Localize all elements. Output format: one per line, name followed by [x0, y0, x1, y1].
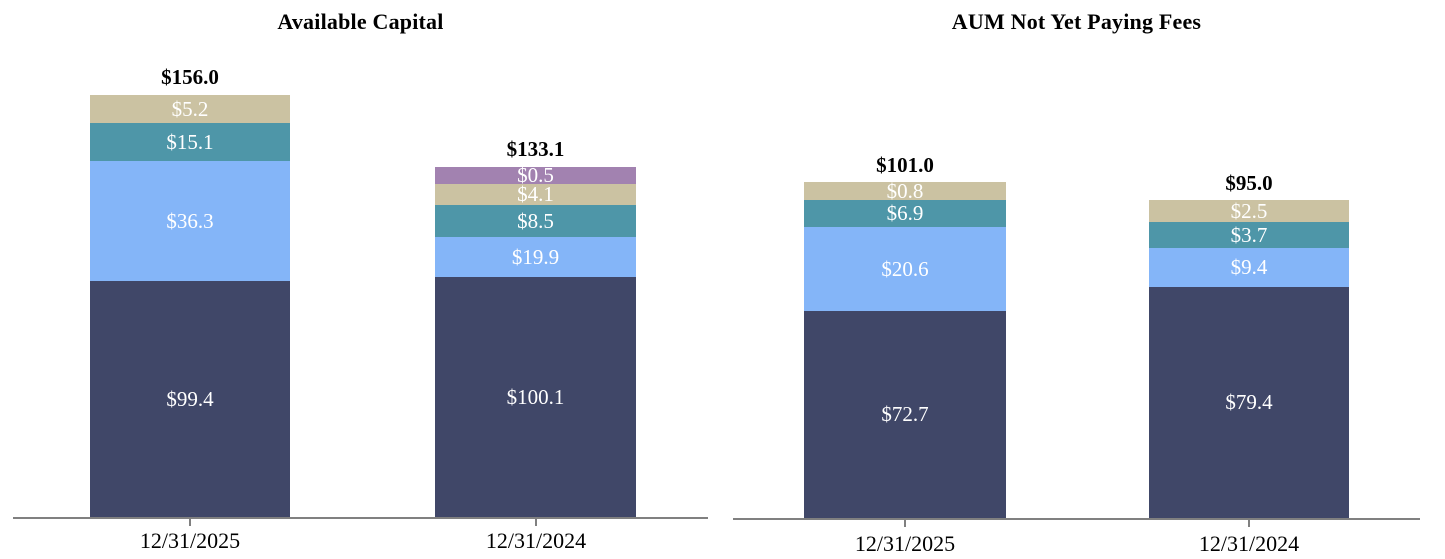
bar-segment-purple: $0.5 [435, 163, 636, 187]
bar-segment-tan: $4.1 [435, 184, 636, 205]
segment-value-label: $99.4 [166, 386, 214, 411]
segment-value-label: $100.1 [506, 384, 565, 409]
bar-segment-teal: $3.7 [1149, 222, 1349, 248]
right-chart-category-2025: 12/31/2025 [854, 531, 956, 556]
segment-value-label: $15.1 [166, 129, 214, 154]
right-chart-title: AUM Not Yet Paying Fees [951, 9, 1202, 34]
left-chart-title: Available Capital [277, 9, 444, 34]
segment-value-label: $6.9 [886, 201, 924, 225]
bar-segment-navy: $72.7 [804, 311, 1006, 518]
bar-segment-tan: $2.5 [1149, 200, 1349, 222]
bar-segment-navy: $99.4 [90, 281, 290, 517]
right-chart-x-axis [733, 518, 1420, 520]
total-label-aum-2024: $95.0 [1225, 171, 1273, 195]
bar-segment-tan: $5.2 [90, 95, 290, 123]
segment-value-label: $5.2 [171, 96, 209, 121]
bar-segment-navy: $100.1 [435, 277, 636, 517]
segment-value-label: $4.1 [517, 182, 554, 206]
total-label-aum-2025: $101.0 [876, 153, 934, 177]
bar-segment-teal: $8.5 [435, 205, 636, 237]
left-chart-category-2024: 12/31/2024 [485, 528, 587, 553]
segment-value-label: $19.9 [511, 244, 560, 269]
segment-value-label: $8.5 [517, 208, 554, 233]
segment-value-label: $20.6 [881, 256, 929, 281]
bar-segment-teal: $6.9 [804, 200, 1006, 227]
segment-value-label: $72.7 [881, 402, 929, 426]
left-chart-tick-2025 [189, 519, 191, 526]
segment-value-label: $2.5 [1230, 198, 1268, 223]
bar-segment-light-blue: $19.9 [435, 237, 636, 277]
bar-segment-light-blue: $9.4 [1149, 248, 1349, 287]
right-chart-category-2024: 12/31/2024 [1198, 531, 1300, 556]
total-label-available-capital-2024: $133.1 [506, 137, 565, 161]
total-label-available-capital-2025: $156.0 [161, 65, 219, 89]
segment-value-label: $9.4 [1230, 255, 1268, 279]
right-chart-tick-2024 [1248, 520, 1250, 527]
segment-value-label: $0.8 [886, 178, 924, 203]
segment-value-label: $36.3 [166, 208, 214, 233]
bar-segment-tan: $0.8 [804, 178, 1006, 203]
segment-value-label: $3.7 [1230, 222, 1268, 247]
right-chart-tick-2025 [904, 520, 906, 527]
bar-segment-teal: $15.1 [90, 123, 290, 161]
segment-value-label: $79.4 [1225, 390, 1273, 414]
bar-segment-light-blue: $20.6 [804, 227, 1006, 311]
bar-segment-navy: $79.4 [1149, 287, 1349, 518]
segment-value-label: $0.5 [517, 163, 554, 187]
left-chart-tick-2024 [535, 519, 537, 526]
left-chart-x-axis [13, 517, 708, 519]
bar-segment-light-blue: $36.3 [90, 161, 290, 281]
left-chart-category-2025: 12/31/2025 [139, 528, 241, 553]
